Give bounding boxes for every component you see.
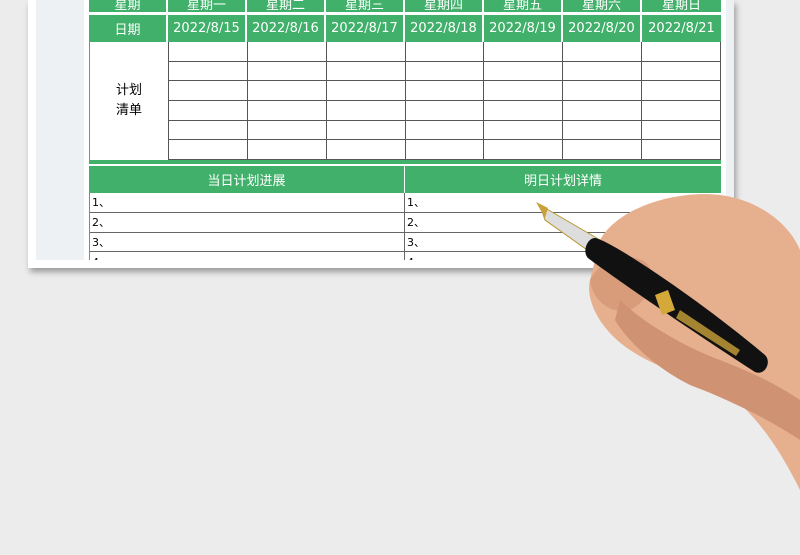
plan-cell[interactable]	[327, 61, 406, 81]
plan-cell[interactable]	[248, 120, 327, 140]
right-margin	[726, 0, 734, 260]
left-margin	[36, 0, 84, 260]
date-cell: 2022/8/17	[326, 15, 405, 42]
header-cell: 星期六	[563, 0, 642, 13]
date-cell: 2022/8/19	[484, 15, 563, 42]
tomorrow-plan-header: 明日计划详情	[405, 166, 721, 193]
plan-cell[interactable]	[484, 61, 564, 81]
plan-cell[interactable]	[406, 100, 485, 120]
plan-cell[interactable]	[327, 100, 406, 120]
plan-list-label: 计划 清单	[89, 42, 168, 160]
plan-cell[interactable]	[327, 42, 406, 61]
plan-label-line: 计划	[115, 83, 142, 98]
plan-cell[interactable]	[406, 140, 485, 159]
plan-cell[interactable]	[484, 100, 564, 120]
plan-cell[interactable]	[248, 140, 327, 159]
plan-cell[interactable]	[248, 81, 327, 100]
date-cell: 日期	[89, 15, 168, 42]
today-progress-header: 当日计划进展	[89, 166, 405, 193]
plan-cell[interactable]	[169, 140, 248, 159]
plan-cell[interactable]	[406, 42, 485, 61]
date-cell: 2022/8/21	[648, 21, 715, 36]
header-cell: 星期一	[168, 0, 247, 13]
plan-grid	[168, 42, 721, 160]
plan-cell[interactable]	[484, 81, 564, 100]
plan-cell[interactable]	[169, 120, 248, 140]
plan-cell[interactable]	[327, 120, 406, 140]
plan-cell[interactable]	[169, 42, 248, 61]
weekday-row: 星期 星期一 星期二 星期三 星期四 星期五 星期六 星期日	[89, 0, 721, 14]
plan-cell[interactable]	[327, 140, 406, 159]
list-item[interactable]: 3、	[405, 233, 721, 253]
plan-cell[interactable]	[327, 81, 406, 100]
plan-cell[interactable]	[563, 61, 643, 81]
plan-row	[169, 81, 721, 101]
list-item[interactable]: 1、	[90, 193, 404, 213]
plan-cell[interactable]	[563, 120, 643, 140]
list-item[interactable]: 4、	[90, 252, 404, 260]
plan-cell[interactable]	[484, 140, 564, 159]
header-cell: 星期	[89, 0, 168, 13]
list-item[interactable]: 4、	[405, 252, 721, 260]
header-cell: 星期日	[661, 0, 701, 13]
plan-cell[interactable]	[642, 140, 721, 159]
date-cell: 2022/8/18	[405, 15, 484, 42]
list-item[interactable]: 3、	[90, 233, 404, 253]
plan-cell[interactable]	[484, 42, 564, 61]
plan-label-line: 清单	[115, 103, 142, 118]
date-cell: 2022/8/16	[247, 15, 326, 42]
plan-cell[interactable]	[406, 61, 485, 81]
plan-row	[169, 61, 721, 82]
plan-row	[169, 120, 721, 141]
plan-cell[interactable]	[169, 100, 248, 120]
plan-row	[169, 100, 721, 121]
weekly-plan-sheet: 星期 星期一 星期二 星期三 星期四 星期五 星期六 星期日 日期 2022/8…	[89, 0, 721, 260]
date-cell: 2022/8/15	[168, 15, 247, 42]
plan-cell[interactable]	[248, 100, 327, 120]
plan-cell[interactable]	[248, 61, 327, 81]
plan-cell[interactable]	[563, 100, 643, 120]
plan-cell[interactable]	[563, 140, 643, 159]
plan-cell[interactable]	[642, 42, 721, 61]
plan-cell[interactable]	[406, 120, 485, 140]
plan-row	[169, 42, 721, 62]
date-cell: 2022/8/20	[563, 15, 642, 42]
list-item[interactable]: 1、	[405, 193, 721, 213]
header-cell: 星期三	[326, 0, 405, 13]
plan-cell[interactable]	[406, 81, 485, 100]
plan-cell[interactable]	[169, 61, 248, 81]
header-cell: 星期五	[484, 0, 563, 13]
plan-cell[interactable]	[642, 61, 721, 81]
plan-cell[interactable]	[642, 81, 721, 100]
header-cell: 星期四	[405, 0, 484, 13]
plan-cell[interactable]	[484, 120, 564, 140]
divider-band	[89, 160, 721, 165]
list-item[interactable]: 2、	[90, 213, 404, 233]
plan-cell[interactable]	[642, 120, 721, 140]
plan-cell[interactable]	[169, 81, 248, 100]
plan-cell[interactable]	[563, 81, 643, 100]
today-progress-list: 1、 2、 3、 4、	[89, 193, 405, 260]
date-row: 日期 2022/8/15 2022/8/16 2022/8/17 2022/8/…	[89, 15, 721, 42]
header-cell: 星期二	[247, 0, 326, 13]
plan-cell[interactable]	[642, 100, 721, 120]
plan-cell[interactable]	[248, 42, 327, 61]
plan-cell[interactable]	[563, 42, 643, 61]
plan-row	[169, 140, 721, 160]
